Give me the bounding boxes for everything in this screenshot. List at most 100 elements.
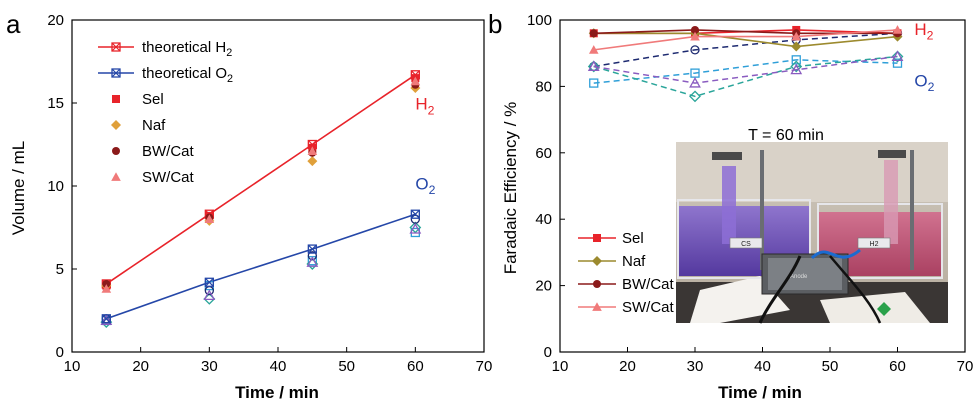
panel-a-o2-point xyxy=(307,251,317,261)
panel-b-o2-point xyxy=(689,90,701,103)
panel-a-o2-point-shape xyxy=(306,256,319,267)
panel-a-legend-label: theoretical H2 xyxy=(142,39,232,59)
b-x-tick-label: 10 xyxy=(552,358,569,375)
b-y-tick-label: 20 xyxy=(535,278,552,295)
panel-a-annotation-subscript: 2 xyxy=(428,103,435,117)
a-y-tick-label: 5 xyxy=(56,261,64,278)
a-y-tick-label: 15 xyxy=(47,95,64,112)
panel-b-o2-point-shape xyxy=(891,50,904,62)
panel-b-o2-point xyxy=(891,50,904,62)
panel-a-point-1 xyxy=(101,314,111,324)
panel-b-o2-point-shape xyxy=(892,58,903,68)
panel-a-legend-marker-shape xyxy=(111,120,121,130)
stand-rod-right xyxy=(910,150,914,270)
panel-a-o2-point-shape xyxy=(203,289,216,301)
panel-b-o2-point-shape xyxy=(690,45,700,55)
panel-a-point-1 xyxy=(204,277,214,287)
panel-b-annotation-subscript: 2 xyxy=(927,29,934,43)
panel-b-h2-point xyxy=(690,31,700,41)
panel-a-legend-label-subscript: 2 xyxy=(227,73,233,85)
panel-a-point-5-shape xyxy=(307,146,318,155)
label-card-left xyxy=(729,237,763,249)
panel-a-legend-marker xyxy=(112,95,120,103)
panel-a-annotation: O2 xyxy=(415,174,435,197)
photo-wall xyxy=(676,142,948,202)
panel-b-legend-marker xyxy=(593,234,601,242)
panel-a-legend-label: BW/Cat xyxy=(142,143,195,160)
panel-b-annotation: H2 xyxy=(914,20,933,43)
panel-b-o2-dashed-line-1 xyxy=(593,59,898,84)
panel-b-o2-point-shape xyxy=(587,60,600,71)
clamp-right xyxy=(878,150,906,158)
panel-a-legend-marker-shape xyxy=(111,172,121,181)
a-x-tick-label: 30 xyxy=(201,358,218,375)
panel-a-point-5-shape xyxy=(410,76,421,86)
panel-b-h2-point-shape xyxy=(588,45,599,54)
a-x-tick-label: 20 xyxy=(132,358,149,375)
panel-b-o2-point-shape xyxy=(689,76,701,88)
panel-b-legend-marker xyxy=(592,256,602,266)
a-y-tick-label: 10 xyxy=(47,178,64,195)
panel-b-h2-point-shape xyxy=(690,31,700,41)
green-clip xyxy=(877,302,891,316)
panel-b-h2-point-shape xyxy=(589,29,598,38)
panel-a-o2-point-shape xyxy=(307,251,317,261)
panel-a-series-line-0 xyxy=(105,74,416,285)
stand-rod-left xyxy=(760,150,764,270)
panel-a-legend-label-main: Sel xyxy=(142,91,164,108)
panel-b-data xyxy=(587,25,904,103)
panel-b-o2-point-shape xyxy=(587,60,600,73)
a-x-tick-label: 70 xyxy=(476,358,493,375)
panel-a-point-1-x2 xyxy=(204,277,214,287)
panel-a-legend-marker-shape xyxy=(111,68,121,78)
b-x-tick-label: 50 xyxy=(822,358,839,375)
panel-a-legend-marker xyxy=(111,172,121,181)
panel-a-legend-label-main: theoretical O xyxy=(142,65,227,82)
panel-a-data xyxy=(100,70,422,329)
anode-tank xyxy=(677,199,811,279)
wire-black xyxy=(758,255,802,324)
panel-b-o2-point-shape xyxy=(790,63,803,75)
panel-b-annotation-subscript: 2 xyxy=(928,80,935,94)
panel-a-y-axis-label: Volume / mL xyxy=(9,141,28,236)
panel-a-point-5-shape xyxy=(204,214,215,224)
panel-a-point-1 xyxy=(307,244,317,254)
panel-b-legend-label: SW/Cat xyxy=(622,299,675,316)
panel-a-legend-label: SW/Cat xyxy=(142,169,195,186)
panel-a-legend-label-main: SW/Cat xyxy=(142,169,195,186)
panel-b-annotation: O2 xyxy=(914,71,934,94)
panel-b-y-axis-label: Faradaic Efficiency / % xyxy=(501,102,520,275)
panel-a-legend-label-main: BW/Cat xyxy=(142,143,195,160)
panel-a-o2-point xyxy=(409,223,422,234)
panel-a-legend-marker-shape xyxy=(112,147,120,155)
panel-a-legend-label-main: theoretical H xyxy=(142,39,226,56)
panel-b-legend-marker-shape xyxy=(593,234,601,242)
panel-b-o2-dashed-line-2 xyxy=(593,55,898,98)
a-x-tick-label: 60 xyxy=(407,358,424,375)
panel-a-annotations: H2 O2 xyxy=(415,95,435,197)
panel-a-legend-label-main: Naf xyxy=(142,117,166,134)
panel-a-o2-point-shape xyxy=(100,314,113,325)
clamp-left xyxy=(712,152,742,160)
b-y-tick-label: 100 xyxy=(527,12,552,29)
panel-b-h2-point xyxy=(791,41,802,52)
panel-a-legend-marker xyxy=(111,68,121,78)
panel-a-legend-marker xyxy=(112,147,120,155)
panel-b-o2-point xyxy=(892,58,903,68)
panel-b-legend-label: Sel xyxy=(622,230,644,247)
b-y-tick-label: 0 xyxy=(544,344,552,361)
panel-b-o2-point xyxy=(587,60,600,71)
panel-b-legend-marker-shape xyxy=(593,280,601,288)
panel-a-annotation-main: H xyxy=(415,95,427,114)
panel-b-legend: Sel Naf BW/Cat SW/Cat xyxy=(578,230,675,316)
panel-a-point-5 xyxy=(101,284,112,293)
panel-b-legend-marker-shape xyxy=(592,256,602,266)
panel-a-legend-marker-x2 xyxy=(111,42,121,52)
panel-a-legend-label: Sel xyxy=(142,91,164,108)
b-x-tick-label: 60 xyxy=(889,358,906,375)
panel-a-legend-marker xyxy=(111,42,121,52)
electrolyzer-label: Anode xyxy=(790,274,808,280)
panel-b-o2-point xyxy=(589,78,599,88)
photo-paper-2 xyxy=(820,292,930,323)
